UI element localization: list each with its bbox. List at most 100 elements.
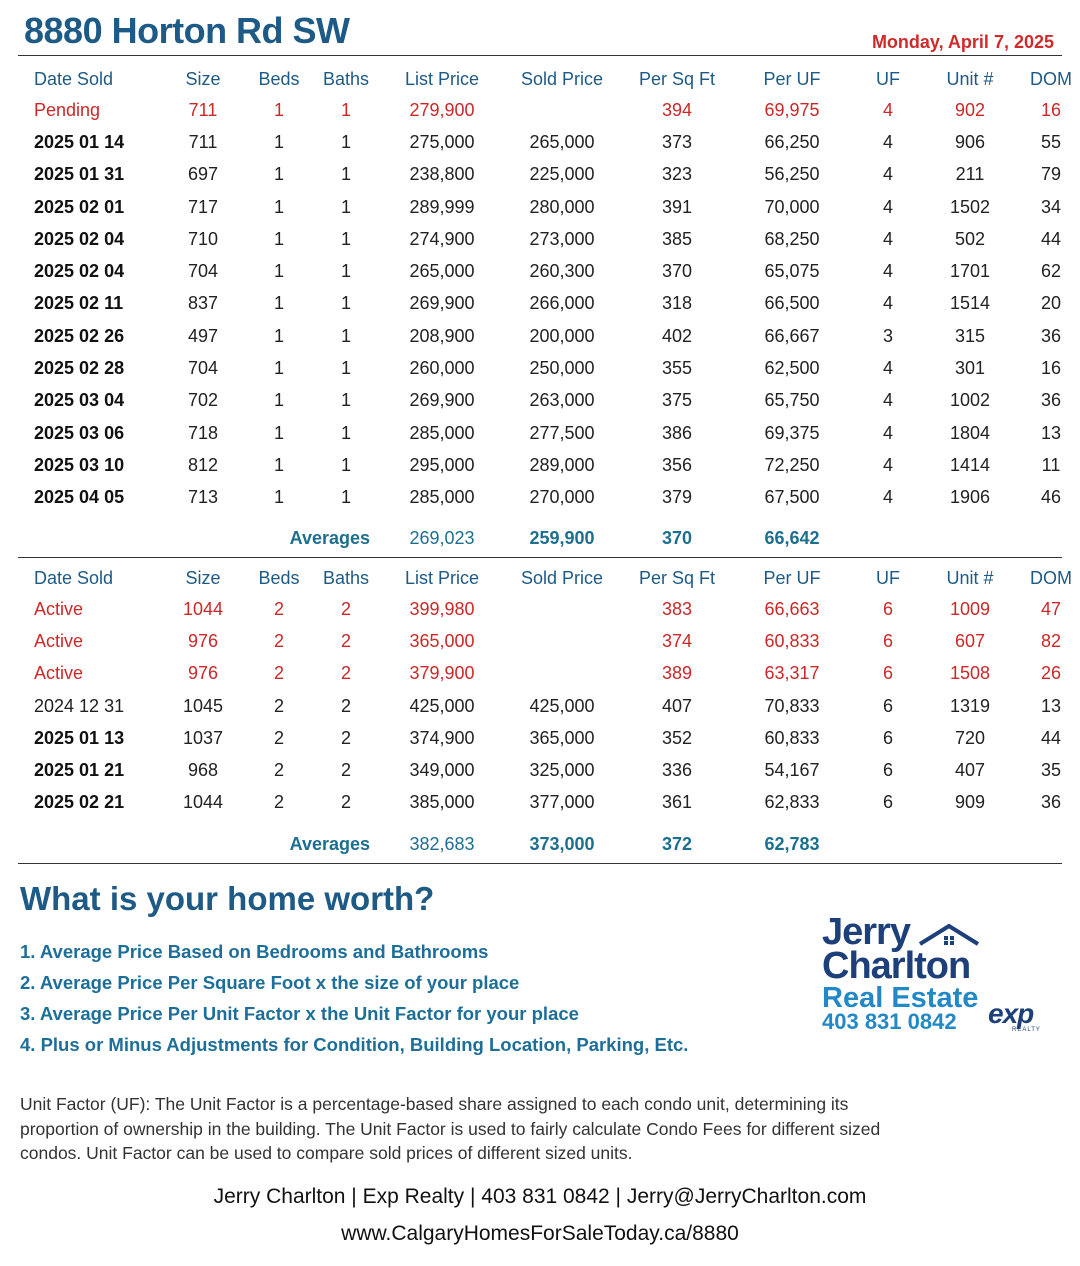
cell-dom: 36 [1040,792,1062,813]
cell-baths: 1 [340,390,351,411]
cell-unit-number: 720 [954,727,986,748]
cell-baths: 1 [340,261,351,282]
cell-unit-number: 1508 [949,663,991,684]
table-header-row: Date Sold Size Beds Baths List Price Sold Pri… [18,64,1080,94]
cell-baths: 2 [340,598,351,619]
cell-size: 968 [187,760,219,781]
cell-beds: 1 [273,131,284,152]
column-header-sold-price: Sold Price [520,567,604,588]
cell-dom: 20 [1040,293,1062,314]
cell-dom: 36 [1040,390,1062,411]
cell-date-sold: 2025 02 01 [34,196,125,217]
average-per-uf: 66,642 [764,528,820,549]
cell-beds: 2 [273,792,284,813]
column-header-dom: DOM [1030,68,1072,89]
cell-baths: 1 [340,325,351,346]
column-header-per-uf: Per UF [763,68,821,89]
cell-sold-price: 425,000 [529,695,595,716]
cell-unit-number: 301 [954,358,986,379]
cell-size: 1044 [182,792,224,813]
cell-per-sq-ft: 402 [661,325,693,346]
cell-baths: 2 [340,760,351,781]
cell-sold-price [502,593,622,625]
table-row: 2025 02 04 710 1 1 274,900 273,000 385 68,250 4 5… [18,223,1080,255]
averages-row: Averages 382,683 373,000 372 62,783 [18,819,1080,869]
cell-sold-price: 273,000 [529,228,595,249]
cell-dom: 11 [1041,454,1061,475]
column-header-beds: Beds [258,567,300,588]
cell-per-sq-ft: 356 [661,454,693,475]
cell-sold-price: 200,000 [529,325,595,346]
cell-size: 718 [187,422,219,443]
cell-list-price: 265,000 [409,261,475,282]
cell-dom: 62 [1040,261,1062,282]
cell-unit-number: 1906 [949,487,991,508]
cell-beds: 1 [273,487,284,508]
cell-list-price: 269,900 [409,293,475,314]
table-header-row: Date Sold Size Beds Baths List Price Sold Pri… [18,563,1080,593]
cell-sold-price: 266,000 [529,293,595,314]
cell-per-sq-ft: 374 [661,630,693,651]
cell-date-sold: 2025 02 04 [34,228,125,249]
step-item: 4. Plus or Minus Adjustments for Conditi… [20,1034,689,1055]
cell-per-uf: 66,500 [764,293,820,314]
cell-beds: 1 [273,293,284,314]
column-header-date-sold: Date Sold [34,567,114,588]
cell-per-sq-ft: 318 [661,293,693,314]
cell-per-sq-ft: 375 [661,390,693,411]
table-row: 2025 02 28 704 1 1 260,000 250,000 355 62,500 4 3… [18,352,1080,384]
cell-beds: 1 [273,164,284,185]
cell-per-uf: 72,250 [764,454,820,475]
cell-date-sold: 2025 02 04 [34,261,125,282]
cell-unit-number: 502 [954,228,986,249]
cell-beds: 1 [273,390,284,411]
cell-date-sold: 2025 01 31 [34,164,125,185]
average-per-sq-ft: 370 [661,528,693,549]
cell-list-price: 295,000 [409,454,475,475]
cell-beds: 1 [273,325,284,346]
cell-unit-number: 1701 [949,261,991,282]
cell-beds: 1 [273,99,284,120]
cell-dom: 46 [1040,487,1062,508]
cell-per-sq-ft: 355 [661,358,693,379]
two-bedroom-table: Date Sold Size Beds Baths List Price Sold Pri… [18,563,1080,869]
cell-unit-number: 607 [954,630,986,651]
house-roof-icon [918,923,980,946]
table-row: 2025 01 14 711 1 1 275,000 265,000 373 66,250 4 9… [18,126,1080,158]
column-header-beds: Beds [258,68,300,89]
cell-per-sq-ft: 373 [661,131,693,152]
averages-label: Averages [289,833,370,854]
footer-website[interactable]: www.CalgaryHomesForSaleToday.ca/8880 [341,1222,739,1245]
cell-dom: 44 [1040,727,1062,748]
cell-uf: 4 [882,196,893,217]
cell-beds: 1 [273,454,284,475]
averages-row: Averages 269,023 259,900 370 66,642 [18,514,1080,564]
cell-baths: 1 [340,196,351,217]
average-list-price: 382,683 [409,833,475,854]
cell-per-uf: 70,000 [764,196,820,217]
cell-dom: 13 [1040,422,1062,443]
cell-unit-number: 902 [954,99,986,120]
averages-empty-cell [1016,819,1080,869]
cell-size: 976 [187,663,219,684]
cell-baths: 2 [340,630,351,651]
cell-size: 497 [187,325,219,346]
cell-baths: 1 [340,422,351,443]
cell-dom: 47 [1040,598,1062,619]
cell-date-sold: 2025 01 21 [34,760,125,781]
cell-per-sq-ft: 391 [661,196,693,217]
logo-first-name: Jerry [822,911,911,953]
cell-unit-number: 407 [954,760,986,781]
worth-heading: What is your home worth? [20,880,435,917]
cell-uf: 6 [882,663,893,684]
cell-unit-number: 909 [954,792,986,813]
cell-size: 1037 [182,727,224,748]
cell-per-sq-ft: 394 [661,99,693,120]
cell-size: 1044 [182,598,224,619]
cell-baths: 2 [340,792,351,813]
cell-list-price: 238,800 [409,164,475,185]
cell-unit-number: 1319 [949,695,991,716]
column-header-size: Size [185,567,221,588]
cell-list-price: 269,900 [409,390,475,411]
cell-per-uf: 70,833 [764,695,820,716]
